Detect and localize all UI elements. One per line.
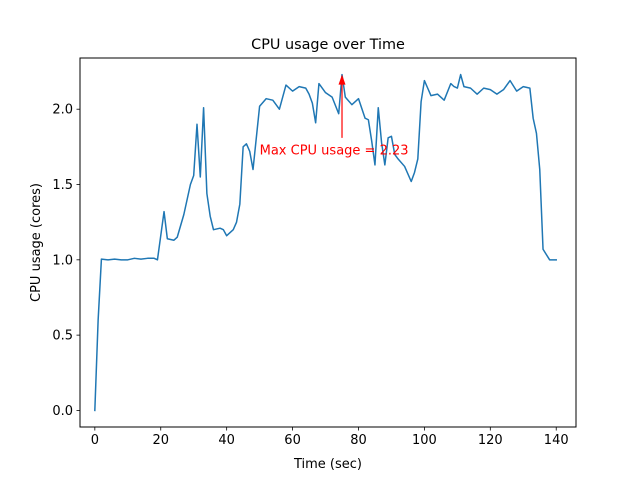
x-axis-label: Time (sec) [293,457,362,472]
plot-frame [79,57,577,428]
y-tick-label: 2.0 [52,103,73,118]
y-tick-label: 0.0 [52,404,73,419]
x-tick-label: 140 [544,433,569,448]
series-line [94,73,557,412]
x-tick-label: 40 [218,433,235,448]
chart-title: CPU usage over Time [251,37,405,53]
series-layer [94,73,557,412]
x-tick-label: 100 [412,433,437,448]
y-axis-ticks: 0.0 0.5 1.0 1.5 2.0 [52,103,80,419]
y-tick-label: 1.0 [52,253,73,268]
annotation-layer: Max CPU usage = 2.23 [260,74,409,158]
annotation-label: Max CPU usage = 2.23 [260,143,409,158]
y-tick-label: 1.5 [52,178,73,193]
y-axis-label: CPU usage (cores) [29,183,44,302]
x-axis-ticks: 0 20 40 60 80 100 120 140 [91,427,569,448]
x-tick-label: 120 [478,433,503,448]
annotation-arrow-head [338,74,346,85]
x-tick-label: 20 [152,433,169,448]
x-tick-label: 60 [284,433,301,448]
y-tick-label: 0.5 [52,329,73,344]
x-tick-label: 80 [350,433,367,448]
x-tick-label: 0 [91,433,99,448]
